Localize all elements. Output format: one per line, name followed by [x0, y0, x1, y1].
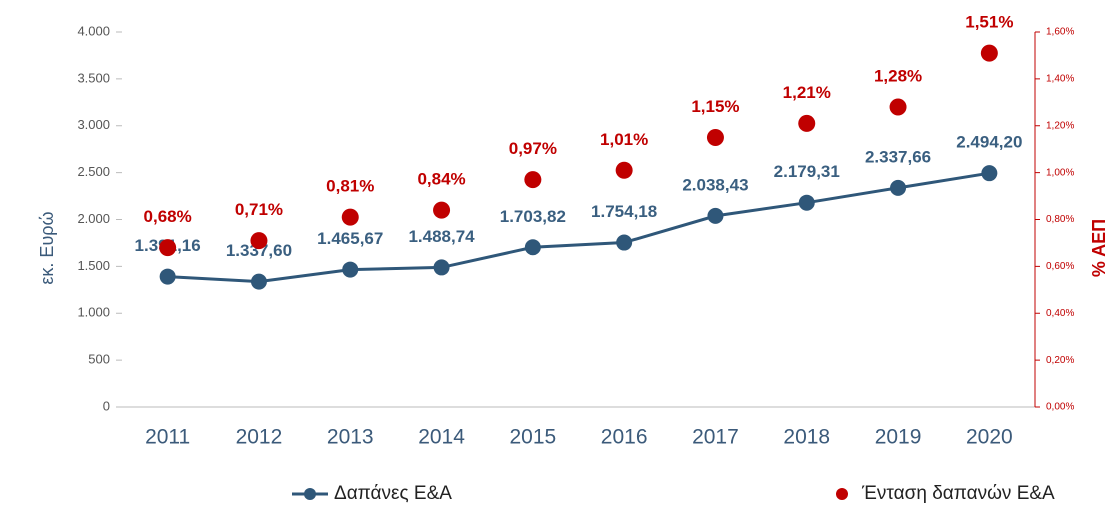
data-label: 0,81% [326, 177, 374, 196]
data-label: 2.337,66 [865, 147, 931, 166]
y2-tick-label: 1,40% [1046, 74, 1074, 85]
data-label: 1.465,67 [317, 229, 383, 248]
y2-tick-label: 0,00% [1046, 402, 1074, 413]
y2-tick-label: 1,60% [1046, 27, 1074, 38]
scatter-point [159, 239, 177, 257]
x-tick-label: 2013 [327, 426, 374, 449]
data-label: 0,71% [235, 200, 283, 219]
series-line [167, 171, 990, 284]
data-label: 1,28% [874, 66, 922, 85]
x-tick-label: 2018 [783, 426, 830, 449]
y2-tick-label: 0,80% [1046, 214, 1074, 225]
x-tick-label: 2020 [966, 426, 1013, 449]
x-tick-label: 2011 [145, 426, 190, 449]
line-marker [342, 261, 359, 278]
line-marker [159, 268, 176, 285]
scatter-point [798, 114, 816, 132]
y2-tick-label: 0,40% [1046, 308, 1074, 319]
data-label: 2.038,43 [682, 175, 748, 194]
data-label: 0,84% [417, 170, 465, 189]
scatter-point [615, 161, 633, 179]
y-tick-label: 4.000 [77, 23, 110, 38]
x-tick-label: 2017 [692, 426, 739, 449]
legend-marker [304, 488, 316, 500]
y2-tick-label: 0,60% [1046, 261, 1074, 272]
x-tick-label: 2016 [601, 426, 648, 449]
y-axis-label: εκ. Ευρώ [37, 211, 57, 284]
x-tick-label: 2012 [236, 426, 283, 449]
line-marker [798, 194, 815, 211]
data-label: 1.488,74 [408, 227, 475, 246]
scatter-point [524, 171, 542, 189]
y-tick-label: 3.000 [77, 117, 110, 132]
data-label: 2.179,31 [774, 162, 840, 181]
legend-label: Ένταση δαπανών Ε&Α [861, 483, 1055, 504]
line-marker [981, 165, 998, 182]
line-marker [250, 273, 267, 290]
line-marker [524, 239, 541, 256]
data-label: 1,21% [783, 83, 831, 102]
y-tick-label: 1.500 [77, 258, 110, 273]
x-tick-label: 2014 [418, 426, 465, 449]
legend-marker [836, 488, 848, 500]
y-tick-label: 2.500 [77, 164, 110, 179]
y2-axis-label: % ΑΕΠ [1089, 219, 1109, 277]
data-label: 1,51% [965, 13, 1013, 32]
line-marker [707, 207, 724, 224]
scatter-point [433, 201, 451, 219]
line-marker [433, 259, 450, 276]
scatter-point [980, 44, 998, 62]
scatter-point [341, 208, 359, 226]
scatter-point [889, 98, 907, 116]
data-label: 1.754,18 [591, 202, 657, 221]
data-label: 2.494,20 [956, 133, 1022, 152]
data-label: 0,97% [509, 139, 557, 158]
data-label: 1,15% [691, 97, 739, 116]
scatter-point [250, 232, 268, 250]
y2-tick-label: 0,20% [1046, 355, 1074, 366]
y-tick-label: 500 [88, 352, 110, 367]
data-label: 0,68% [144, 207, 192, 226]
data-label: 1,01% [600, 130, 648, 149]
y2-tick-label: 1,20% [1046, 120, 1074, 131]
line-marker [616, 234, 633, 251]
x-tick-label: 2019 [875, 426, 922, 449]
y-tick-label: 3.500 [77, 70, 110, 85]
y-tick-label: 2.000 [77, 211, 110, 226]
data-label: 1.337,60 [226, 241, 292, 260]
line-marker [890, 179, 907, 196]
data-label: 1.703,82 [500, 207, 566, 226]
y2-tick-label: 1,00% [1046, 167, 1074, 178]
y-tick-label: 1.000 [77, 305, 110, 320]
legend-label: Δαπάνες Ε&Α [334, 483, 452, 504]
scatter-point [706, 128, 724, 146]
x-tick-label: 2015 [509, 426, 556, 449]
y-tick-label: 0 [103, 398, 110, 413]
